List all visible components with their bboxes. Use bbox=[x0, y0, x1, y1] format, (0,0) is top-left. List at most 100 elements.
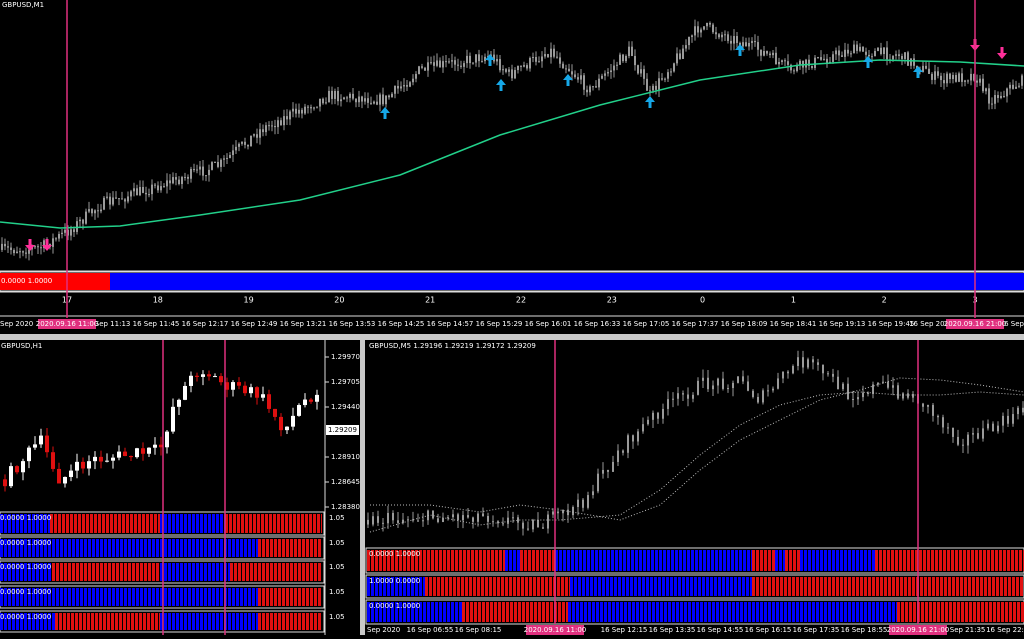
candle-body bbox=[682, 393, 684, 395]
indicator-bar bbox=[244, 588, 247, 606]
indicator-bar bbox=[168, 613, 171, 630]
indicator-bar bbox=[80, 539, 83, 557]
hour-label: 1 bbox=[791, 296, 796, 305]
indicator-bar bbox=[172, 588, 175, 606]
candle-body bbox=[667, 72, 669, 79]
indicator-bar bbox=[395, 577, 398, 596]
candle-body bbox=[523, 65, 525, 67]
candle-body bbox=[662, 408, 664, 419]
candle-body bbox=[604, 73, 606, 76]
time-label: 16 Sep 18:09 bbox=[721, 320, 768, 328]
indicator-bar bbox=[297, 514, 300, 533]
indicator-bar bbox=[470, 602, 473, 622]
candle-body bbox=[583, 75, 585, 90]
indicator-bar bbox=[172, 514, 175, 533]
indicator-bar bbox=[132, 588, 135, 606]
indicator-bar bbox=[196, 613, 199, 630]
time-label: 16 Sep 14:55 bbox=[697, 626, 744, 634]
indicator-bar bbox=[467, 550, 470, 571]
indicator-bar bbox=[635, 550, 638, 571]
indicator-bar bbox=[228, 588, 231, 606]
indicator-bar bbox=[552, 550, 555, 571]
indicator-bar bbox=[840, 577, 843, 596]
indicator-label: 0.0000 1.0000 bbox=[0, 613, 51, 621]
indicator-bar bbox=[574, 577, 577, 596]
time-label: 16 Sep 12:17 bbox=[182, 320, 229, 328]
candle-body bbox=[325, 102, 327, 104]
indicator-bar bbox=[136, 563, 139, 581]
indicator-bar bbox=[675, 550, 678, 571]
candle-body bbox=[737, 376, 739, 383]
candle-body bbox=[778, 61, 780, 65]
indicator-bar bbox=[54, 514, 57, 533]
indicator-bar bbox=[204, 613, 207, 630]
indicator-bar bbox=[4, 613, 7, 630]
candle-body bbox=[841, 55, 843, 57]
indicator-bar bbox=[816, 550, 819, 571]
indicator-bar bbox=[48, 514, 50, 533]
candle-body bbox=[397, 85, 399, 89]
candle-body bbox=[382, 522, 384, 524]
indicator-bar bbox=[828, 577, 831, 596]
candle-body bbox=[91, 209, 93, 214]
candle-body bbox=[865, 51, 867, 55]
indicator-bar bbox=[88, 539, 91, 557]
candle-body bbox=[652, 85, 654, 91]
candle-body bbox=[153, 444, 157, 448]
candle-body bbox=[250, 135, 252, 147]
indicator-bar bbox=[445, 577, 448, 596]
candle-body bbox=[418, 66, 420, 74]
indicator-bar bbox=[44, 613, 47, 630]
indicator-bar bbox=[44, 588, 47, 606]
indicator-bar bbox=[742, 577, 745, 596]
candle-body bbox=[117, 451, 121, 458]
indicator-bar bbox=[746, 577, 749, 596]
candle-body bbox=[64, 229, 66, 233]
candle-body bbox=[1, 243, 3, 250]
indicator-bar bbox=[8, 588, 11, 606]
indicator-bar bbox=[228, 613, 231, 630]
indicator-bar bbox=[812, 577, 815, 596]
indicator-bar bbox=[968, 577, 971, 596]
candle-body bbox=[229, 155, 231, 158]
candle-body bbox=[784, 60, 786, 62]
candle-body bbox=[1007, 415, 1009, 424]
candle-body bbox=[331, 90, 333, 99]
indicator-bar bbox=[411, 602, 414, 622]
indicator-bar bbox=[923, 550, 926, 571]
indicator-bar bbox=[48, 613, 51, 630]
indicator-bar bbox=[84, 563, 87, 581]
indicator-bar bbox=[804, 550, 807, 571]
candle-body bbox=[25, 252, 27, 254]
indicator-bar bbox=[933, 602, 936, 622]
indicator-bar bbox=[176, 539, 179, 557]
indicator-bar bbox=[208, 539, 211, 557]
indicator-bar bbox=[538, 602, 541, 622]
indicator-bar bbox=[252, 539, 255, 557]
indicator-bar bbox=[997, 602, 1000, 622]
candle-body bbox=[517, 65, 519, 71]
candle-body bbox=[1018, 85, 1020, 87]
time-label: 16 Sep 13:53 bbox=[329, 320, 376, 328]
indicator-bar bbox=[164, 563, 167, 581]
indicator-bar bbox=[40, 539, 43, 557]
indicator-bar bbox=[911, 550, 914, 571]
indicator-bar bbox=[108, 539, 111, 557]
indicator-bar bbox=[561, 577, 564, 596]
candle-body bbox=[542, 527, 544, 529]
indicator-bar bbox=[908, 577, 911, 596]
indicator-label: 0.0000 1.0000 bbox=[1, 277, 52, 285]
indicator-bar bbox=[152, 588, 155, 606]
level-label: 1.05 bbox=[329, 514, 345, 522]
candle-body bbox=[115, 197, 117, 199]
indicator-bar bbox=[820, 550, 823, 571]
candle-body bbox=[550, 48, 552, 58]
indicator-bar bbox=[491, 550, 494, 571]
indicator-bar bbox=[884, 602, 887, 622]
price-label: 1.29970 bbox=[331, 353, 360, 361]
indicator-bar bbox=[461, 577, 464, 596]
candle-body bbox=[811, 65, 813, 68]
indicator-bar bbox=[278, 613, 281, 630]
indicator-bar bbox=[32, 514, 35, 533]
indicator-bar bbox=[75, 613, 78, 630]
